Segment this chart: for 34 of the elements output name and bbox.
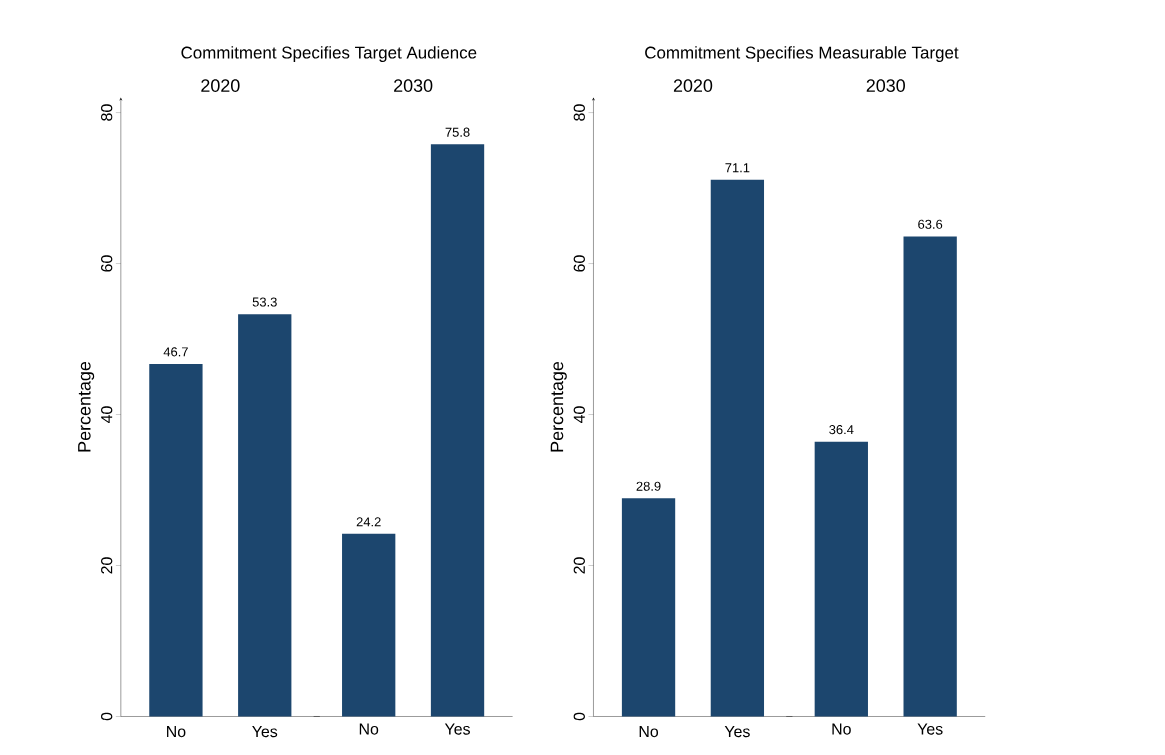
x-tick-label: No [639,726,659,738]
data-label: 53.3 [252,297,277,307]
data-label: 28.9 [636,481,661,491]
chart-subtitle: 2020 [201,79,240,92]
x-tick-label: Yes [917,723,943,735]
y-tick-label: 60 [573,255,585,272]
chart-title: Commitment Specifies Target Audience [181,46,477,62]
chart-subtitle: 2030 [866,79,905,92]
x-tick-label: No [359,723,379,735]
data-label: 36.4 [829,425,854,435]
data-label: 46.7 [163,347,188,357]
x-tick-label: Yes [724,726,750,738]
y-tick-label: 0 [101,712,113,721]
y-tick-label: 0 [573,712,585,721]
y-tick-label: 60 [101,255,113,272]
y-axis-title: Percentage [78,361,95,452]
y-axis-title: Percentage [550,361,567,452]
x-tick-label: Yes [444,723,470,735]
y-tick-label: 80 [101,104,113,121]
chart-subtitle: 2030 [394,79,433,92]
x-tick-label: No [167,726,186,738]
chart-subtitle: 2020 [673,79,713,92]
chart-title: Commitment Specifies Measurable Target [645,46,959,62]
y-tick-label: 20 [573,557,585,574]
x-tick-label: Yes [252,726,278,738]
data-label: 75.8 [445,127,470,137]
data-label: 63.6 [918,219,943,229]
y-tick-label: 20 [101,557,113,574]
y-tick-label: 40 [101,406,113,424]
y-tick-label: 40 [573,406,585,424]
data-label: 24.2 [356,517,381,527]
x-tick-label: No [832,723,851,735]
y-tick-label: 80 [573,104,585,121]
data-label: 71.1 [725,163,750,173]
